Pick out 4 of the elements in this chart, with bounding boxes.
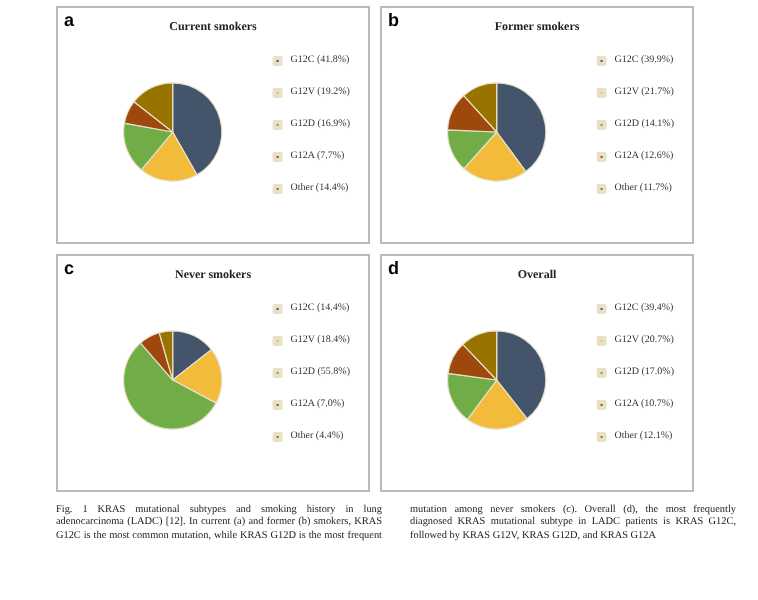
text: a <box>64 10 75 30</box>
text: d <box>388 258 399 278</box>
text: c <box>64 258 75 278</box>
text: b <box>388 10 399 30</box>
